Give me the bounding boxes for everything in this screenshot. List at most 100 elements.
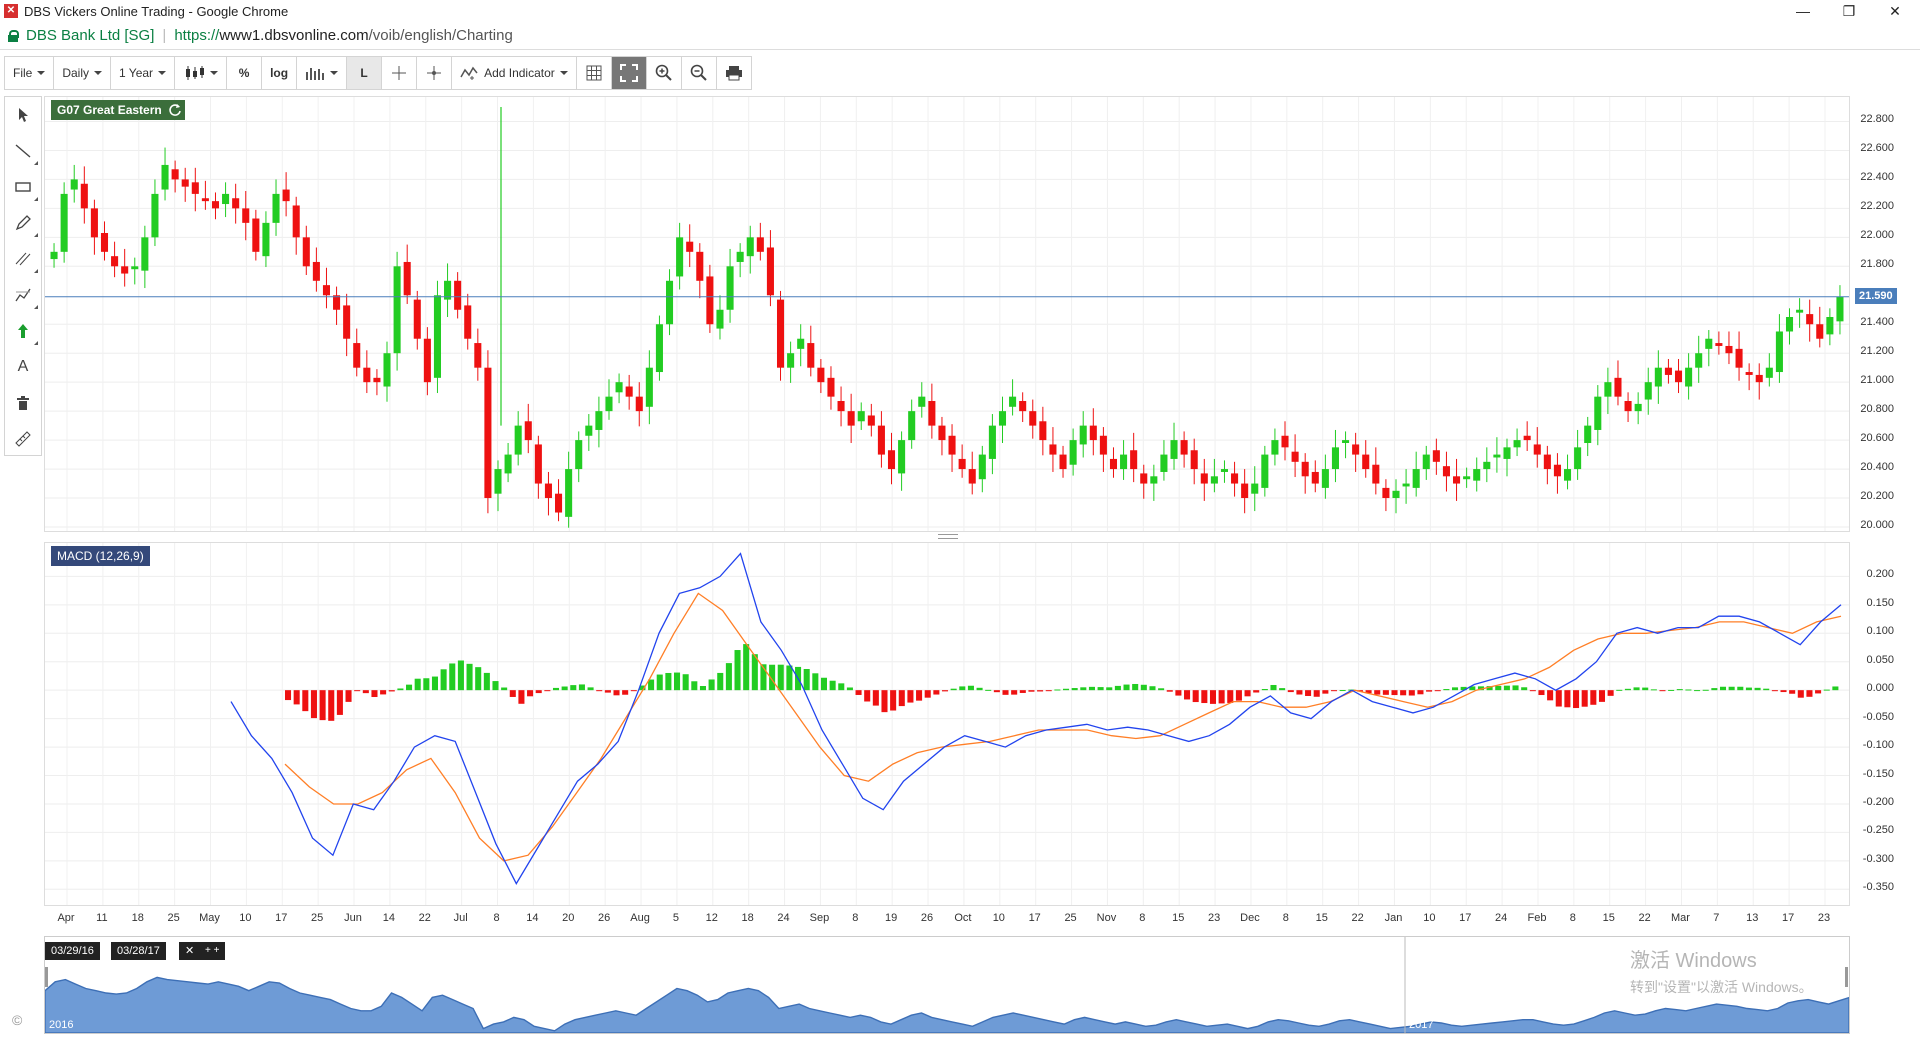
grid-button[interactable] [575,56,612,90]
candle-body [1210,476,1218,484]
macd-y-tick: -0.250 [1862,824,1894,837]
chart-type-dropdown[interactable] [174,56,228,90]
macd-histogram-bar [803,669,810,691]
macd-y-tick: -0.150 [1862,767,1894,780]
x-axis-label: 26 [598,912,611,924]
arrow-tool[interactable] [5,313,41,349]
price-chart[interactable] [45,97,1849,531]
site-identity[interactable]: DBS Bank Ltd [SG] [26,27,155,44]
navigator-chart[interactable] [44,937,1850,1034]
candle-body [1311,471,1319,484]
candle-body [1049,444,1057,455]
close-window-button[interactable]: ✕ [1889,2,1901,19]
url-text[interactable]: https://www1.dbsvonline.com/voib/english… [174,27,513,44]
macd-histogram-bar [596,690,603,692]
candle-body [968,469,976,484]
macd-histogram-bar [708,679,715,691]
macd-histogram-bar [1780,690,1787,693]
macd-histogram-bar [1374,690,1381,695]
navigator-panel[interactable]: 03/29/16 03/28/17 ✕ + + 2016 2017 [44,936,1850,1034]
zoom-out-button[interactable] [680,56,717,90]
macd-histogram-bar [1486,686,1493,691]
candle-body [1402,483,1410,487]
candle-body [1220,469,1229,472]
line-tool[interactable] [5,133,41,169]
parallel-lines-tool[interactable] [5,241,41,277]
price-chart-panel[interactable]: G07 Great Eastern [44,96,1850,532]
x-axis-label: 25 [1064,912,1077,924]
chart-toolbar: File Daily 1 Year % log L Add Indicator [4,56,752,90]
candle-body [1725,345,1733,354]
macd-histogram-bar [380,690,387,695]
macd-histogram-bar [388,690,395,692]
candle-body [817,367,825,383]
macd-chart[interactable] [45,543,1849,905]
candle-body [1775,331,1783,373]
candle-body [988,425,996,459]
text-tool[interactable]: A [5,349,41,385]
volume-dropdown[interactable] [296,56,348,90]
macd-histogram-bar [1408,690,1415,696]
crosshair-snap-button[interactable] [416,56,453,90]
fullscreen-button[interactable] [610,56,647,90]
macd-chart-panel[interactable]: MACD (12,26,9) [44,542,1850,906]
candle-body [1342,440,1350,443]
macd-histogram-bar [1650,689,1657,691]
x-axis-label: 24 [777,912,790,924]
x-axis-label: 10 [992,912,1005,924]
restore-button[interactable]: ❐ [1842,2,1856,19]
candle-body [1382,487,1390,499]
x-axis-label: Nov [1096,912,1117,924]
navigator-expand-button[interactable]: + + [199,942,226,960]
l-button[interactable]: L [346,56,383,90]
navigator-start-date[interactable]: 03/29/16 [45,942,100,960]
panel-splitter-handle[interactable] [938,534,958,539]
crosshair-button[interactable] [381,56,418,90]
candle-body [1634,403,1642,412]
macd-histogram-bar [950,688,957,691]
candle-body [1664,367,1672,375]
candle-body [918,396,926,407]
candle-body [1069,440,1077,465]
candle-body [1140,473,1148,484]
macd-indicator-chip[interactable]: MACD (12,26,9) [51,546,150,566]
candle-body [1654,367,1662,387]
candle-body [131,266,139,270]
add-indicator-button[interactable]: Add Indicator [451,56,577,90]
zoom-in-button[interactable] [645,56,682,90]
percent-button[interactable]: % [226,56,263,90]
macd-histogram-bar [1443,689,1450,691]
navigator-end-date[interactable]: 03/28/17 [111,942,166,960]
macd-histogram-bar [1711,688,1718,691]
measure-tool[interactable] [5,421,41,457]
interval-dropdown[interactable]: Daily [53,56,112,90]
x-axis-label: 15 [1172,912,1185,924]
submenu-corner-icon [34,341,38,345]
fibonacci-tool[interactable] [5,277,41,313]
print-button[interactable] [715,56,752,90]
log-scale-button[interactable]: log [261,56,298,90]
x-axis-label: 17 [1781,912,1795,924]
candle-body [1745,372,1753,375]
file-menu-button[interactable]: File [4,56,55,90]
candle-body [1109,458,1118,470]
candle-body [1563,469,1572,481]
candle-body [625,386,633,397]
minimize-button[interactable]: — [1796,3,1810,19]
rectangle-tool[interactable] [5,169,41,205]
macd-y-tick: -0.100 [1862,739,1894,752]
pen-tool[interactable] [5,205,41,241]
watermark-line1: 激活 Windows [1630,950,1757,972]
refresh-button[interactable] [165,100,185,120]
address-bar[interactable]: DBS Bank Ltd [SG] | https://www1.dbsvonl… [0,22,1920,50]
x-axis-label: Jan [1384,912,1403,924]
pointer-tool[interactable] [5,97,41,133]
submenu-corner-icon [34,161,38,165]
delete-drawings-tool[interactable] [5,385,41,421]
macd-histogram-bar [1166,690,1173,692]
candle-body [1453,476,1461,484]
range-dropdown[interactable]: 1 Year [110,56,176,90]
macd-histogram-bar [1244,690,1251,697]
navigator-close-button[interactable]: ✕ [179,942,201,960]
macd-histogram-bar [1287,690,1294,693]
